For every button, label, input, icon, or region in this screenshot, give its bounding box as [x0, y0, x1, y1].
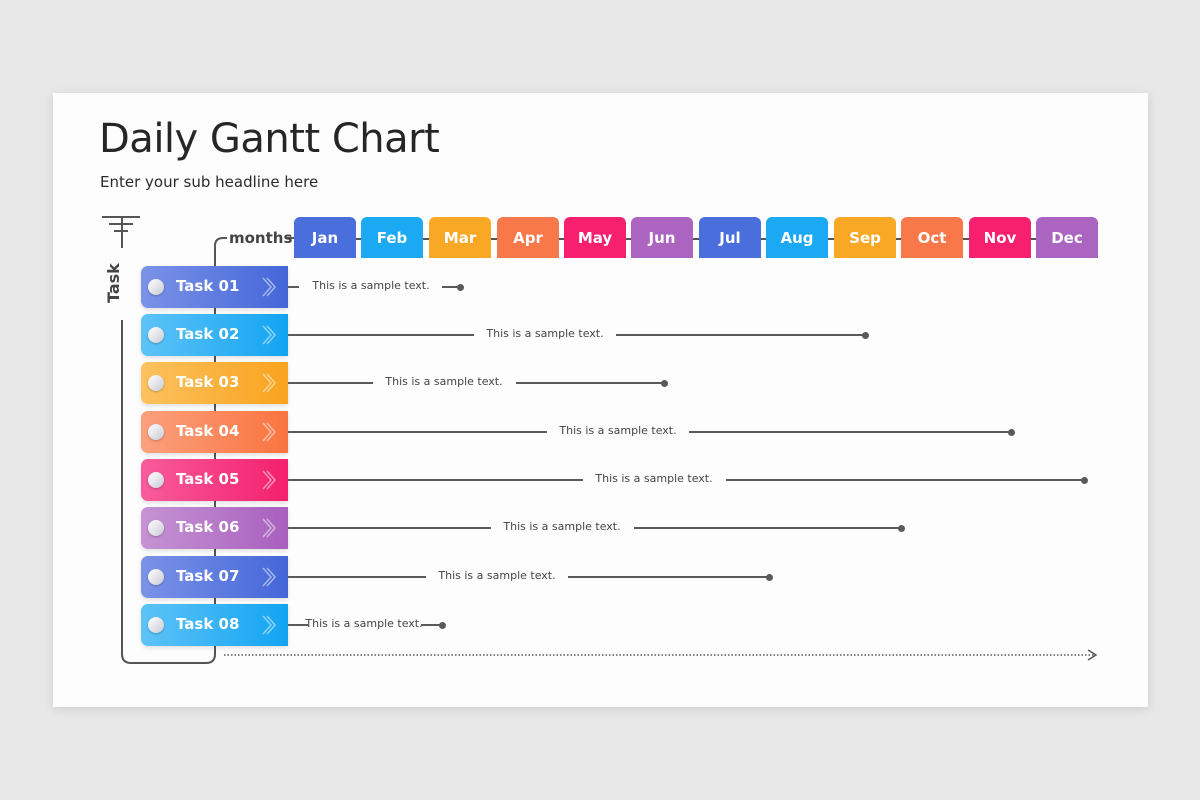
duration-line	[288, 334, 474, 336]
duration-line	[288, 576, 426, 578]
task-label-8: Task 08	[141, 604, 288, 646]
task-annotation: This is a sample text.	[559, 424, 677, 437]
bullet-icon	[148, 279, 164, 295]
duration-line	[442, 286, 460, 288]
task-name: Task 03	[176, 373, 240, 391]
task-annotation: This is a sample text.	[385, 375, 503, 388]
task-label-7: Task 07	[141, 556, 288, 598]
duration-line	[616, 334, 865, 336]
month-nov: Nov	[969, 217, 1031, 258]
chevron-right-icon	[262, 373, 277, 393]
month-connector	[626, 238, 631, 240]
task-name: Task 08	[176, 615, 240, 633]
duration-line	[516, 382, 664, 384]
chevron-right-icon	[262, 567, 277, 587]
task-name: Task 07	[176, 567, 240, 585]
month-may: May	[564, 217, 626, 258]
task-label-3: Task 03	[141, 362, 288, 404]
axis-origin-icon	[102, 216, 140, 248]
page-title: Daily Gantt Chart	[99, 116, 440, 162]
task-label-2: Task 02	[141, 314, 288, 356]
task-label-5: Task 05	[141, 459, 288, 501]
end-point-marker	[898, 524, 905, 532]
duration-line	[288, 286, 299, 288]
end-point-marker	[439, 621, 446, 629]
timeline-arrow	[224, 649, 1098, 661]
chevron-right-icon	[262, 470, 277, 490]
month-connector	[761, 238, 766, 240]
task-name: Task 02	[176, 325, 240, 343]
bullet-icon	[148, 520, 164, 536]
chevron-right-icon	[262, 277, 277, 297]
month-connector	[828, 238, 834, 240]
duration-line	[288, 527, 491, 529]
month-oct: Oct	[901, 217, 963, 258]
task-label-1: Task 01	[141, 266, 288, 308]
bullet-icon	[148, 327, 164, 343]
task-annotation: This is a sample text.	[312, 279, 430, 292]
duration-line	[288, 431, 547, 433]
end-point-marker	[457, 283, 464, 291]
duration-line	[421, 624, 442, 626]
task-label-6: Task 06	[141, 507, 288, 549]
month-connector	[693, 238, 699, 240]
month-connector	[896, 238, 901, 240]
month-connector	[491, 238, 497, 240]
chevron-right-icon	[262, 615, 277, 635]
bullet-icon	[148, 424, 164, 440]
task-name: Task 05	[176, 470, 240, 488]
month-dec: Dec	[1036, 217, 1098, 258]
duration-line	[689, 431, 1011, 433]
task-label-4: Task 04	[141, 411, 288, 453]
bullet-icon	[148, 472, 164, 488]
task-name: Task 01	[176, 277, 240, 295]
bullet-icon	[148, 375, 164, 391]
month-jun: Jun	[631, 217, 693, 258]
month-connector	[423, 238, 429, 240]
month-sep: Sep	[834, 217, 896, 258]
task-annotation: This is a sample text.	[305, 617, 423, 630]
month-feb: Feb	[361, 217, 423, 258]
bullet-icon	[148, 617, 164, 633]
month-connector	[963, 238, 969, 240]
chevron-right-icon	[262, 518, 277, 538]
month-jul: Jul	[699, 217, 761, 258]
chevron-right-icon	[262, 325, 277, 345]
end-point-marker	[1081, 476, 1088, 484]
page-subtitle: Enter your sub headline here	[100, 173, 319, 191]
month-jan: Jan	[294, 217, 356, 258]
end-point-marker	[766, 573, 773, 581]
duration-line	[568, 576, 769, 578]
task-annotation: This is a sample text.	[438, 569, 556, 582]
end-point-marker	[862, 331, 869, 339]
month-connector	[559, 238, 564, 240]
duration-line	[288, 624, 308, 626]
duration-line	[288, 382, 373, 384]
month-aug: Aug	[766, 217, 828, 258]
task-annotation: This is a sample text.	[595, 472, 713, 485]
duration-line	[288, 479, 583, 481]
task-name: Task 04	[176, 422, 240, 440]
month-connector	[1031, 238, 1036, 240]
chevron-right-icon	[262, 422, 277, 442]
task-annotation: This is a sample text.	[486, 327, 604, 340]
duration-line	[634, 527, 901, 529]
duration-line	[726, 479, 1084, 481]
end-point-marker	[661, 379, 668, 387]
month-connector	[356, 238, 361, 240]
task-name: Task 06	[176, 518, 240, 536]
months-axis-label: months	[229, 229, 293, 247]
month-apr: Apr	[497, 217, 559, 258]
task-annotation: This is a sample text.	[503, 520, 621, 533]
month-mar: Mar	[429, 217, 491, 258]
end-point-marker	[1008, 428, 1015, 436]
bullet-icon	[148, 569, 164, 585]
